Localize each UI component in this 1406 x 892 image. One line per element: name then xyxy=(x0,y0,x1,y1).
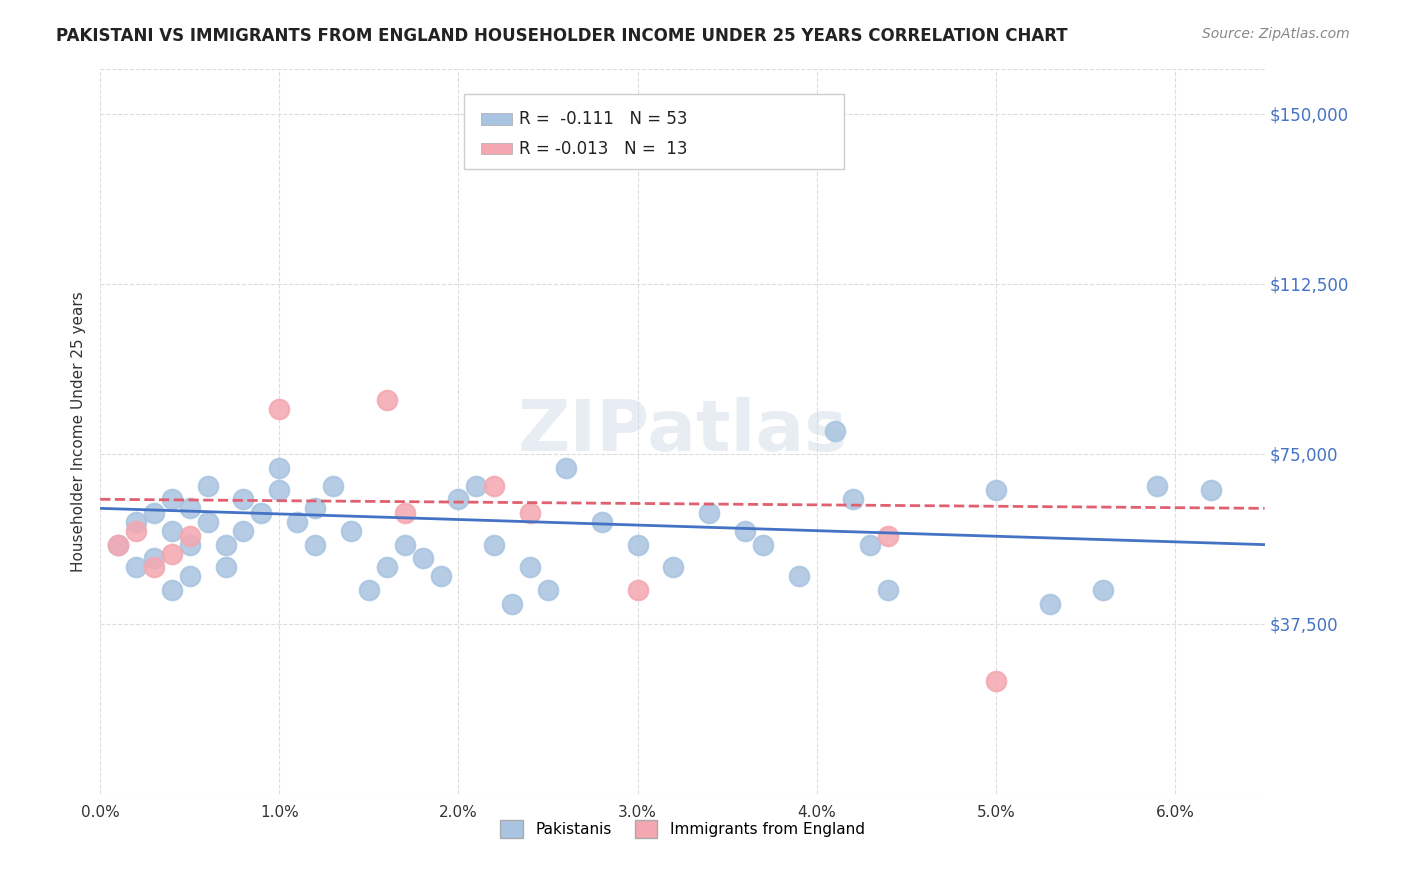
Point xyxy=(412,551,434,566)
Point xyxy=(824,424,846,438)
Text: PAKISTANI VS IMMIGRANTS FROM ENGLAND HOUSEHOLDER INCOME UNDER 25 YEARS CORRELATI: PAKISTANI VS IMMIGRANTS FROM ENGLAND HOU… xyxy=(56,27,1069,45)
Point xyxy=(375,560,398,574)
Point xyxy=(250,506,273,520)
Point xyxy=(357,582,380,597)
Point xyxy=(877,528,900,542)
Point xyxy=(142,506,165,520)
Point xyxy=(554,460,576,475)
Point xyxy=(697,506,720,520)
Point xyxy=(322,478,344,492)
Point xyxy=(160,547,183,561)
Point xyxy=(340,524,363,538)
Point xyxy=(232,492,254,507)
Point xyxy=(1199,483,1222,498)
Point xyxy=(984,483,1007,498)
Point xyxy=(394,506,416,520)
Point xyxy=(375,392,398,407)
Point xyxy=(537,582,560,597)
Point xyxy=(179,538,201,552)
Point xyxy=(107,538,129,552)
Point xyxy=(859,538,882,552)
Point xyxy=(285,515,308,529)
Point xyxy=(160,492,183,507)
Point xyxy=(304,538,326,552)
Point xyxy=(125,515,148,529)
Point xyxy=(787,569,810,583)
Point xyxy=(662,560,685,574)
Point xyxy=(519,560,541,574)
Text: Source: ZipAtlas.com: Source: ZipAtlas.com xyxy=(1202,27,1350,41)
Point xyxy=(1039,597,1062,611)
Point xyxy=(304,501,326,516)
Point xyxy=(179,501,201,516)
Point xyxy=(429,569,451,583)
Point xyxy=(214,560,236,574)
Point xyxy=(179,528,201,542)
Point xyxy=(125,560,148,574)
Point xyxy=(519,506,541,520)
Point xyxy=(107,538,129,552)
Point xyxy=(1092,582,1115,597)
Point xyxy=(501,597,523,611)
Point xyxy=(269,401,291,416)
Point xyxy=(591,515,613,529)
Point xyxy=(160,582,183,597)
Text: ZIPatlas: ZIPatlas xyxy=(517,397,848,466)
Point xyxy=(877,582,900,597)
Point xyxy=(626,582,648,597)
Point xyxy=(626,538,648,552)
Point xyxy=(447,492,470,507)
Point xyxy=(394,538,416,552)
Point xyxy=(484,538,506,552)
Point xyxy=(734,524,756,538)
Point xyxy=(984,673,1007,688)
Point xyxy=(214,538,236,552)
Point xyxy=(197,515,219,529)
Point xyxy=(269,460,291,475)
Point xyxy=(142,551,165,566)
Point xyxy=(841,492,863,507)
Point xyxy=(160,524,183,538)
Point xyxy=(179,569,201,583)
Point xyxy=(752,538,775,552)
Text: R =  -0.111   N = 53: R = -0.111 N = 53 xyxy=(519,111,688,128)
Point xyxy=(197,478,219,492)
Point xyxy=(269,483,291,498)
Point xyxy=(484,478,506,492)
Legend: Pakistanis, Immigrants from England: Pakistanis, Immigrants from England xyxy=(494,814,870,845)
Point xyxy=(465,478,488,492)
Point xyxy=(232,524,254,538)
Point xyxy=(1146,478,1168,492)
Point xyxy=(142,560,165,574)
Point xyxy=(125,524,148,538)
Y-axis label: Householder Income Under 25 years: Householder Income Under 25 years xyxy=(72,291,86,572)
Text: R = -0.013   N =  13: R = -0.013 N = 13 xyxy=(519,140,688,158)
